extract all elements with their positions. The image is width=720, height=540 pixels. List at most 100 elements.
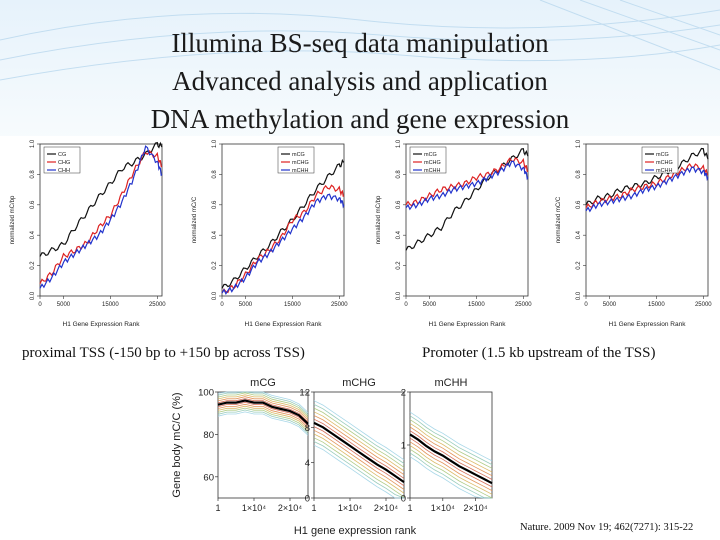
plot-frame [221,143,345,297]
x-axis-label: H1 Gene Expression Rank [429,321,507,328]
y-tick-label: 1.0 [576,139,582,148]
y-axis-label: normalized mC/C [556,196,562,243]
y-tick-label: 60 [203,472,214,483]
percentile-band-line [409,452,493,499]
citation: Nature. 2009 Nov 19; 462(7271): 315-22 [520,522,694,533]
percentile-band-line [217,392,309,417]
y-axis-label: Gene body mC/C (%) [171,392,183,497]
title-line-1: Illumina BS-seq data manipulation [171,28,549,58]
legend-entry: mCG [292,152,305,158]
x-tick-label: 15000 [648,302,665,308]
x-tick-label: 2×10⁴ [374,503,398,513]
y-tick-label: 0.2 [396,261,402,270]
x-tick-label: 25000 [149,302,166,308]
series-line-mchh [585,166,709,213]
series-line-chh [39,145,163,289]
plot-frame [217,391,309,499]
title-line-3: DNA methylation and gene expression [150,104,570,134]
x-tick-label: 1×10⁴ [338,503,362,513]
plot-frame [39,143,163,297]
percentile-band-line [313,437,405,498]
y-tick-label: 1.0 [30,139,36,148]
legend-entry: mCHG [656,160,673,166]
percentile-band-line [409,422,493,473]
median-line [313,421,405,484]
subplot-title: mCHG [342,377,376,389]
percentile-band-line [217,401,309,426]
percentile-band-line [217,398,309,423]
y-axis-label: normalized mC/C [192,196,198,243]
legend-entry: CG [58,152,66,158]
x-tick-label: 15000 [284,302,301,308]
percentile-band-line [217,394,309,419]
y-tick-label: 0.4 [212,230,218,239]
plot-frame [405,143,529,297]
legend-entry: CHH [58,168,70,174]
percentile-band-line [409,426,493,477]
y-tick-label: 0.2 [576,261,582,270]
series-line-mcg [585,147,709,206]
plot-frame [585,143,709,297]
legend-entry: CHG [58,160,70,166]
x-axis-label: H1 Gene Expression Rank [63,321,141,328]
percentile-band-line [313,426,405,487]
x-tick-label: 0 [584,302,588,308]
chart-panel-promoter-c: 0.0 0.2 0.4 0.6 0.8 1.0 0 5000 15000 25000 H1 Gene… [556,139,712,328]
y-tick-label: 1.0 [396,139,402,148]
title-decoration [0,0,720,81]
x-tick-label: 15000 [468,302,485,308]
percentile-band-line [409,411,493,462]
x-tick-label: 0 [38,302,42,308]
tss-region-label: proximal TSS (-150 bp to +150 bp across … [22,345,305,361]
title-line-2: Advanced analysis and application [172,66,548,96]
series-line-mchh [405,160,529,211]
x-tick-label: 2×10⁴ [278,503,302,513]
series-line-cg [39,141,163,257]
y-tick-label: 1.0 [212,139,218,148]
x-tick-label: 0 [220,302,224,308]
legend: mCG mCHG mCHH [641,146,679,174]
y-tick-label: 2 [401,388,406,399]
panel-strip [0,136,720,336]
percentile-band-line [409,456,492,499]
x-tick-label: 5000 [423,302,437,308]
y-tick-label: 0.8 [30,170,36,179]
x-axis-label: H1 Gene Expression Rank [609,321,687,328]
percentile-band-line [409,415,493,465]
median-line [409,433,493,485]
y-tick-label: 0.6 [576,200,582,209]
percentile-band-line [313,444,404,499]
slide-title: Illumina BS-seq data manipulation Advanc… [60,24,660,138]
series-line-mchh [221,193,345,296]
percentile-band-line [313,429,405,490]
percentile-band-line [217,411,309,436]
percentile-band-line [409,430,493,480]
percentile-band-line [313,407,405,468]
x-tick-label: 15000 [102,302,119,308]
percentile-band-line [313,404,405,464]
y-tick-label: 1 [401,441,406,452]
percentile-band-line [409,437,493,488]
legend-entry: mCHH [656,168,673,174]
y-tick-label: 80 [203,430,214,441]
y-tick-label: 0.6 [30,200,36,209]
y-tick-label: 0.8 [576,170,582,179]
x-tick-label: 0 [404,302,408,308]
percentile-band-line [313,433,405,494]
x-tick-label: 25000 [515,302,532,308]
y-tick-label: 0.2 [212,261,218,270]
series-line-mcg [221,158,345,289]
y-tick-label: 4 [305,458,310,469]
x-tick-label: 1×10⁴ [431,503,455,513]
series-line-mchg [221,184,345,294]
percentile-band-line [217,405,309,430]
chart-panel-promoter-bp: 0.0 0.2 0.4 0.6 0.8 1.0 0 5000 15000 25000 H1 Gene… [376,139,532,328]
percentile-band-line [217,391,309,413]
legend: CG CHG CHH [43,146,81,174]
y-tick-label: 0.8 [396,170,402,179]
gene-body-figure: Gene body mC/C (%) H1 gene expression ran… [170,370,500,540]
y-tick-label: 0.4 [576,230,582,239]
